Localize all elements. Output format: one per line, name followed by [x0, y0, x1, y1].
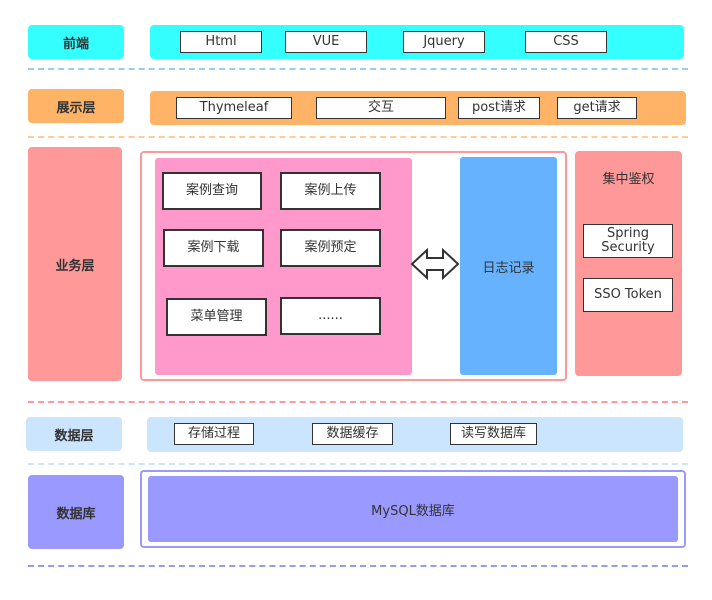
- module-more: ......: [280, 297, 381, 335]
- auth-title: 集中鉴权: [602, 171, 655, 187]
- frontend-item-jquery: Jquery: [403, 31, 485, 53]
- data-item-cache: 数据缓存: [312, 423, 393, 445]
- module-case-booking: 案例预定: [280, 229, 381, 267]
- frontend-item-vue: VUE: [285, 31, 367, 53]
- separator-presentation: [28, 136, 688, 138]
- presentation-layer-label: 展示层: [28, 89, 124, 123]
- frontend-item-html: Html: [180, 31, 262, 53]
- presentation-item-post: post请求: [458, 97, 540, 119]
- presentation-item-interaction: 交互: [316, 97, 446, 119]
- frontend-item-css: CSS: [525, 31, 607, 53]
- module-case-query: 案例查询: [162, 172, 262, 210]
- data-item-read-write-db: 读写数据库: [450, 423, 537, 445]
- presentation-item-thymeleaf: Thymeleaf: [176, 97, 292, 119]
- business-layer-label: 业务层: [28, 147, 122, 381]
- separator-frontend: [28, 68, 688, 70]
- database-layer-label: 数据库: [28, 475, 124, 549]
- double-arrow-icon: [410, 247, 460, 281]
- presentation-item-get: get请求: [557, 97, 637, 119]
- mysql-database: MySQL数据库: [148, 476, 678, 542]
- module-case-download: 案例下载: [163, 229, 264, 267]
- auth-item-spring-security: Spring Security: [583, 224, 673, 258]
- log-record-panel: 日志记录: [460, 157, 557, 375]
- module-menu-management: 菜单管理: [166, 298, 267, 336]
- auth-item-sso-token: SSO Token: [583, 278, 673, 312]
- data-item-stored-procedure: 存储过程: [174, 423, 254, 445]
- separator-business: [28, 401, 688, 403]
- separator-database: [28, 565, 688, 567]
- frontend-layer-label: 前端: [28, 25, 124, 59]
- auth-panel: [575, 151, 682, 376]
- separator-data: [28, 463, 688, 465]
- module-case-upload: 案例上传: [280, 172, 381, 210]
- data-layer-label: 数据层: [26, 417, 122, 451]
